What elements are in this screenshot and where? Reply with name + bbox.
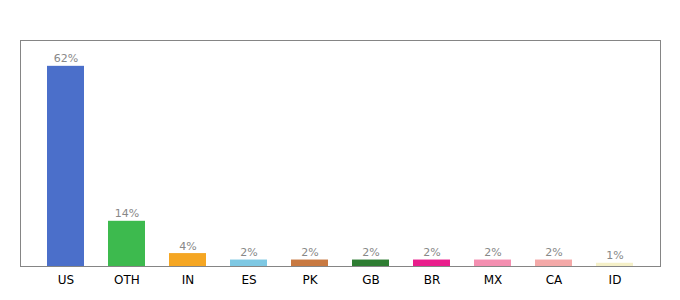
svg-text:OTH: OTH — [114, 273, 140, 287]
svg-text:2%: 2% — [301, 246, 318, 259]
svg-text:62%: 62% — [54, 52, 78, 65]
svg-text:ES: ES — [241, 273, 256, 287]
svg-text:PK: PK — [302, 273, 318, 287]
svg-text:2%: 2% — [484, 246, 501, 259]
svg-text:14%: 14% — [115, 207, 139, 220]
svg-text:ID: ID — [609, 273, 622, 287]
svg-text:2%: 2% — [423, 246, 440, 259]
svg-text:US: US — [58, 273, 74, 287]
svg-text:2%: 2% — [545, 246, 562, 259]
svg-text:4%: 4% — [179, 240, 196, 253]
svg-text:IN: IN — [182, 273, 195, 287]
svg-text:CA: CA — [546, 273, 563, 287]
svg-text:MX: MX — [484, 273, 503, 287]
svg-text:1%: 1% — [606, 249, 623, 262]
svg-text:2%: 2% — [240, 246, 257, 259]
svg-text:BR: BR — [424, 273, 441, 287]
svg-text:2%: 2% — [362, 246, 379, 259]
svg-text:GB: GB — [362, 273, 380, 287]
